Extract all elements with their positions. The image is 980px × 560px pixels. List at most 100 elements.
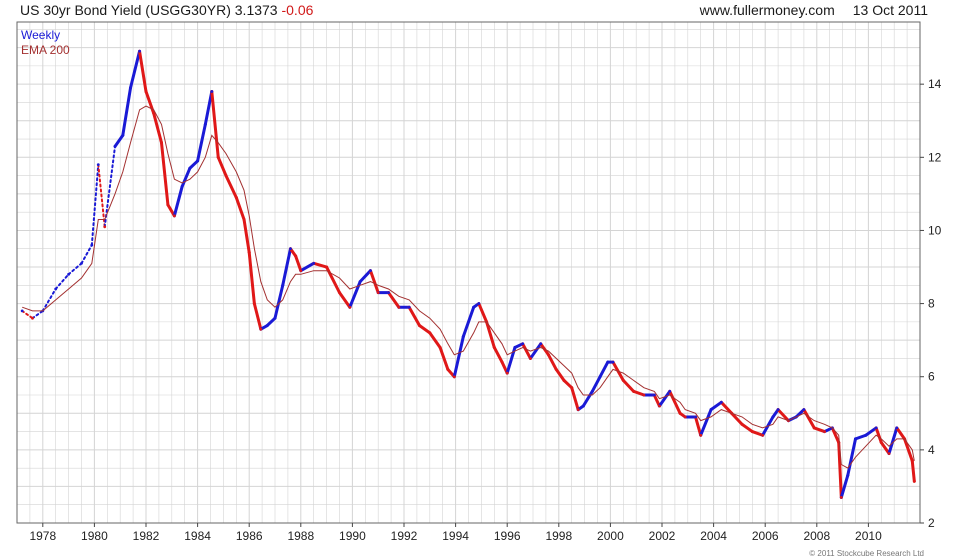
weekly-segment [814,428,824,432]
weekly-point [472,306,475,309]
weekly-point [840,496,843,499]
weekly-point [359,280,362,283]
weekly-point [772,416,775,419]
weekly-segment [190,161,198,168]
x-tick-label: 1982 [133,529,160,543]
weekly-point [895,427,898,430]
weekly-point [129,86,132,89]
weekly-point [521,342,524,345]
weekly-segment [897,428,905,439]
weekly-segment [254,304,260,330]
weekly-point [54,288,57,291]
weekly-point [679,412,682,415]
weekly-point [348,306,351,309]
weekly-point [643,394,646,397]
weekly-segment [161,143,167,205]
weekly-point [823,430,826,433]
weekly-point [854,437,857,440]
weekly-segment [296,256,301,271]
weekly-point [217,156,220,159]
weekly-point [397,306,400,309]
weekly-point [582,405,585,408]
weekly-point [606,361,609,364]
weekly-segment [115,135,123,146]
weekly-point [911,459,914,462]
weekly-point [196,160,199,163]
y-tick-label: 12 [928,150,942,164]
weekly-segment [174,187,182,216]
weekly-segment [742,424,752,431]
legend-weekly: Weekly [21,28,70,43]
weekly-point [577,408,580,411]
weekly-point [281,284,284,287]
weekly-point [338,291,341,294]
x-tick-label: 1990 [339,529,366,543]
weekly-point [658,405,661,408]
weekly-point [31,317,34,320]
weekly-point [529,357,532,360]
weekly-segment [82,245,92,263]
weekly-segment [572,388,578,410]
x-tick-label: 1996 [494,529,521,543]
weekly-segment [494,347,502,362]
weekly-point [864,434,867,437]
x-tick-label: 2004 [700,529,727,543]
weekly-point [266,324,269,327]
weekly-segment [848,439,856,476]
weekly-point [80,262,83,265]
weekly-point [377,291,380,294]
weekly-point [274,317,277,320]
weekly-point [570,386,573,389]
weekly-point [761,434,764,437]
weekly-point [369,269,372,272]
weekly-segment [123,88,131,136]
weekly-point [777,408,780,411]
weekly-segment [556,369,564,380]
weekly-point [477,302,480,305]
x-tick-label: 1988 [287,529,314,543]
weekly-segment [140,51,146,91]
weekly-point [622,379,625,382]
weekly-segment [409,307,419,325]
y-tick-label: 10 [928,223,942,237]
weekly-point [439,346,442,349]
weekly-point [751,430,754,433]
weekly-segment [249,252,254,303]
y-tick-label: 2 [928,516,935,530]
weekly-segment [634,391,644,395]
weekly-point [160,141,163,144]
weekly-point [547,353,550,356]
weekly-point [668,390,671,393]
x-tick-label: 2002 [649,529,676,543]
weekly-point [235,196,238,199]
y-tick-label: 4 [928,443,935,457]
weekly-point [813,427,816,430]
x-tick-label: 2010 [855,529,882,543]
weekly-segment [212,91,218,157]
weekly-segment [236,198,244,220]
weekly-point [289,247,292,250]
weekly-point [210,90,213,93]
weekly-point [462,335,465,338]
weekly-segment [523,344,531,359]
weekly-point [555,368,558,371]
weekly-point [181,185,184,188]
weekly-point [97,163,100,166]
legend-ema: EMA 200 [21,43,70,58]
weekly-segment [419,326,429,333]
weekly-point [90,244,93,247]
weekly-segment [654,395,659,406]
weekly-segment [711,402,721,409]
weekly-point [506,372,509,375]
weekly-segment [198,124,206,161]
weekly-point [408,306,411,309]
weekly-point [591,390,594,393]
weekly-point [103,225,106,228]
weekly-segment [912,461,914,481]
weekly-point [493,346,496,349]
weekly-segment [623,380,633,391]
copyright-credit: © 2011 Stockcube Research Ltd [809,549,924,558]
weekly-segment [600,362,608,377]
x-tick-label: 2000 [597,529,624,543]
